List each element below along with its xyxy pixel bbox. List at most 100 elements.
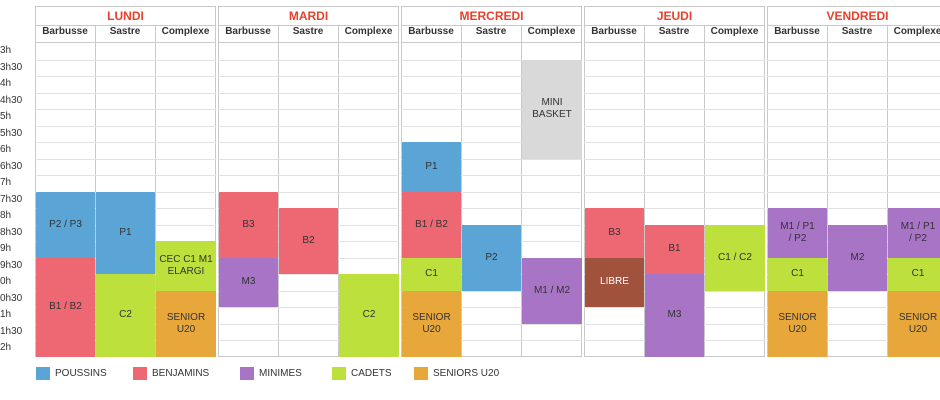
row-line <box>218 191 399 193</box>
time-label: 9h30 <box>0 259 23 271</box>
legend-item-poussins: POUSSINS <box>36 366 107 380</box>
row-line <box>584 158 765 160</box>
session-block-cadets[interactable]: CEC C1 M1 ELARGI <box>156 241 216 291</box>
legend-label: MINIMES <box>259 367 302 379</box>
legend-label: CADETS <box>351 367 392 379</box>
row-line <box>218 274 399 275</box>
row-line <box>401 125 582 127</box>
session-block-poussins[interactable]: P2 <box>462 224 521 291</box>
row-line <box>767 76 940 77</box>
row-line <box>584 59 765 61</box>
session-block-benjamins[interactable]: B1 <box>645 224 704 274</box>
row-line <box>35 109 216 110</box>
row-line <box>584 208 765 209</box>
venue-header: Barbusse <box>591 26 637 37</box>
session-block-seniors[interactable]: SENIOR U20 <box>768 290 827 357</box>
session-block-minimes[interactable]: M3 <box>645 274 704 357</box>
time-label: 4h <box>0 78 12 89</box>
time-label: 7h30 <box>0 193 23 205</box>
row-line <box>767 191 940 193</box>
session-block-minimes[interactable]: M1 / P1 / P2 <box>768 208 827 258</box>
row-line <box>767 125 940 127</box>
session-block-poussins[interactable]: P2 / P3 <box>36 191 95 258</box>
venue-header: Barbusse <box>774 26 820 37</box>
row-line <box>401 158 582 160</box>
session-block-seniors[interactable]: SENIOR U20 <box>156 290 216 357</box>
row-line <box>767 175 940 176</box>
venue-header: Complexe <box>161 26 210 37</box>
day-title: LUNDI <box>36 7 215 26</box>
row-line <box>767 109 940 110</box>
row-line <box>767 208 940 209</box>
column-divider <box>155 25 156 357</box>
legend-item-minimes: MINIMES <box>240 366 302 380</box>
time-label: 0h30 <box>0 292 23 304</box>
session-block-cadets[interactable]: C2 <box>96 274 155 357</box>
row-line <box>401 175 582 176</box>
row-line <box>218 290 399 292</box>
row-line <box>401 290 582 292</box>
session-block-minimes[interactable]: M2 <box>828 224 887 291</box>
row-line <box>401 109 582 110</box>
venue-header: Complexe <box>527 26 576 37</box>
row-line <box>584 191 765 193</box>
row-line <box>584 92 765 94</box>
row-line <box>767 307 940 308</box>
row-line <box>218 323 399 325</box>
row-line <box>218 59 399 61</box>
header-divider <box>767 42 940 43</box>
session-block-benjamins[interactable]: B3 <box>219 191 278 258</box>
session-block-poussins[interactable]: P1 <box>402 142 461 192</box>
session-block-minimes[interactable]: M1 / M2 <box>522 257 582 324</box>
legend-item-seniors: SENIORS U20 <box>414 366 499 380</box>
session-block-cadets[interactable]: C1 <box>888 257 940 291</box>
session-block-cadets[interactable]: C1 / C2 <box>705 224 765 291</box>
row-line <box>584 76 765 77</box>
venue-header: Sastre <box>109 26 141 37</box>
column-divider <box>338 25 339 357</box>
session-block-benjamins[interactable]: B1 / B2 <box>36 257 95 357</box>
header-divider <box>218 42 399 43</box>
venue-header: Complexe <box>710 26 759 37</box>
column-divider <box>521 25 522 357</box>
legend-swatch <box>414 366 428 380</box>
session-block-poussins[interactable]: P1 <box>96 191 155 274</box>
header-divider <box>401 42 582 43</box>
time-label: 5h30 <box>0 127 23 139</box>
column-divider <box>827 25 828 357</box>
legend-swatch <box>133 366 147 380</box>
session-block-benjamins[interactable]: B3 <box>585 208 644 258</box>
row-line <box>35 92 216 94</box>
venue-header: Complexe <box>344 26 393 37</box>
session-block-benjamins[interactable]: B2 <box>279 208 338 274</box>
venue-header: Barbusse <box>42 26 88 37</box>
session-block-cadets[interactable]: C1 <box>402 257 461 291</box>
row-line <box>35 76 216 77</box>
row-line <box>35 142 216 143</box>
day-title: MERCREDI <box>402 7 581 26</box>
row-line <box>218 76 399 77</box>
legend-swatch <box>240 366 254 380</box>
session-block-benjamins[interactable]: B1 / B2 <box>402 191 461 258</box>
venue-header: Barbusse <box>408 26 454 37</box>
session-block-cadets[interactable]: C2 <box>339 274 399 357</box>
session-block-seniors[interactable]: SENIOR U20 <box>888 290 940 357</box>
row-line <box>584 109 765 110</box>
session-block-seniors[interactable]: SENIOR U20 <box>402 290 461 357</box>
row-line <box>767 290 940 292</box>
session-block-minimes[interactable]: M1 / P1 / P2 <box>888 208 940 258</box>
legend-item-benjamins: BENJAMINS <box>133 366 209 380</box>
venue-header: Complexe <box>893 26 940 37</box>
time-label: 9h <box>0 243 12 254</box>
session-block-mini[interactable]: MINI BASKET <box>522 59 582 159</box>
row-line <box>35 125 216 127</box>
row-line <box>401 59 582 61</box>
session-block-minimes[interactable]: M3 <box>219 257 278 307</box>
session-block-cadets[interactable]: C1 <box>768 257 827 291</box>
legend-label: BENJAMINS <box>152 367 210 379</box>
row-line <box>218 142 399 143</box>
header-divider <box>35 42 216 43</box>
session-block-libre[interactable]: LIBRE <box>585 257 644 307</box>
day-title: MARDI <box>219 7 398 26</box>
row-line <box>401 323 582 325</box>
